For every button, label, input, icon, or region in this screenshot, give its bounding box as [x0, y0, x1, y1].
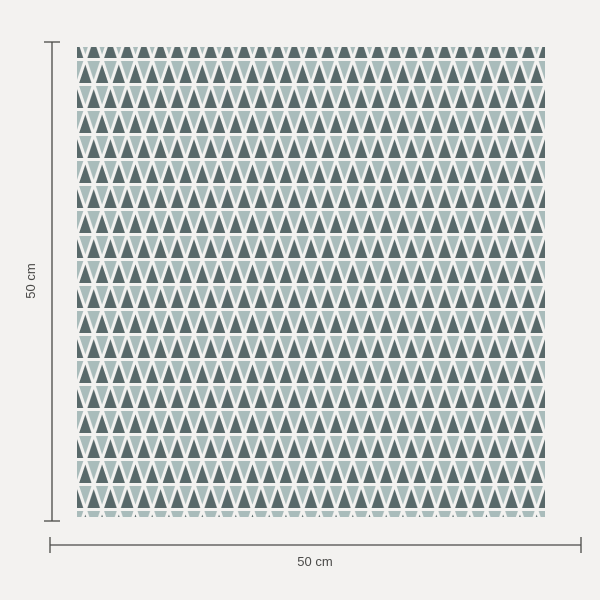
svg-text:50 cm: 50 cm: [23, 263, 38, 298]
svg-text:50 cm: 50 cm: [297, 554, 332, 569]
